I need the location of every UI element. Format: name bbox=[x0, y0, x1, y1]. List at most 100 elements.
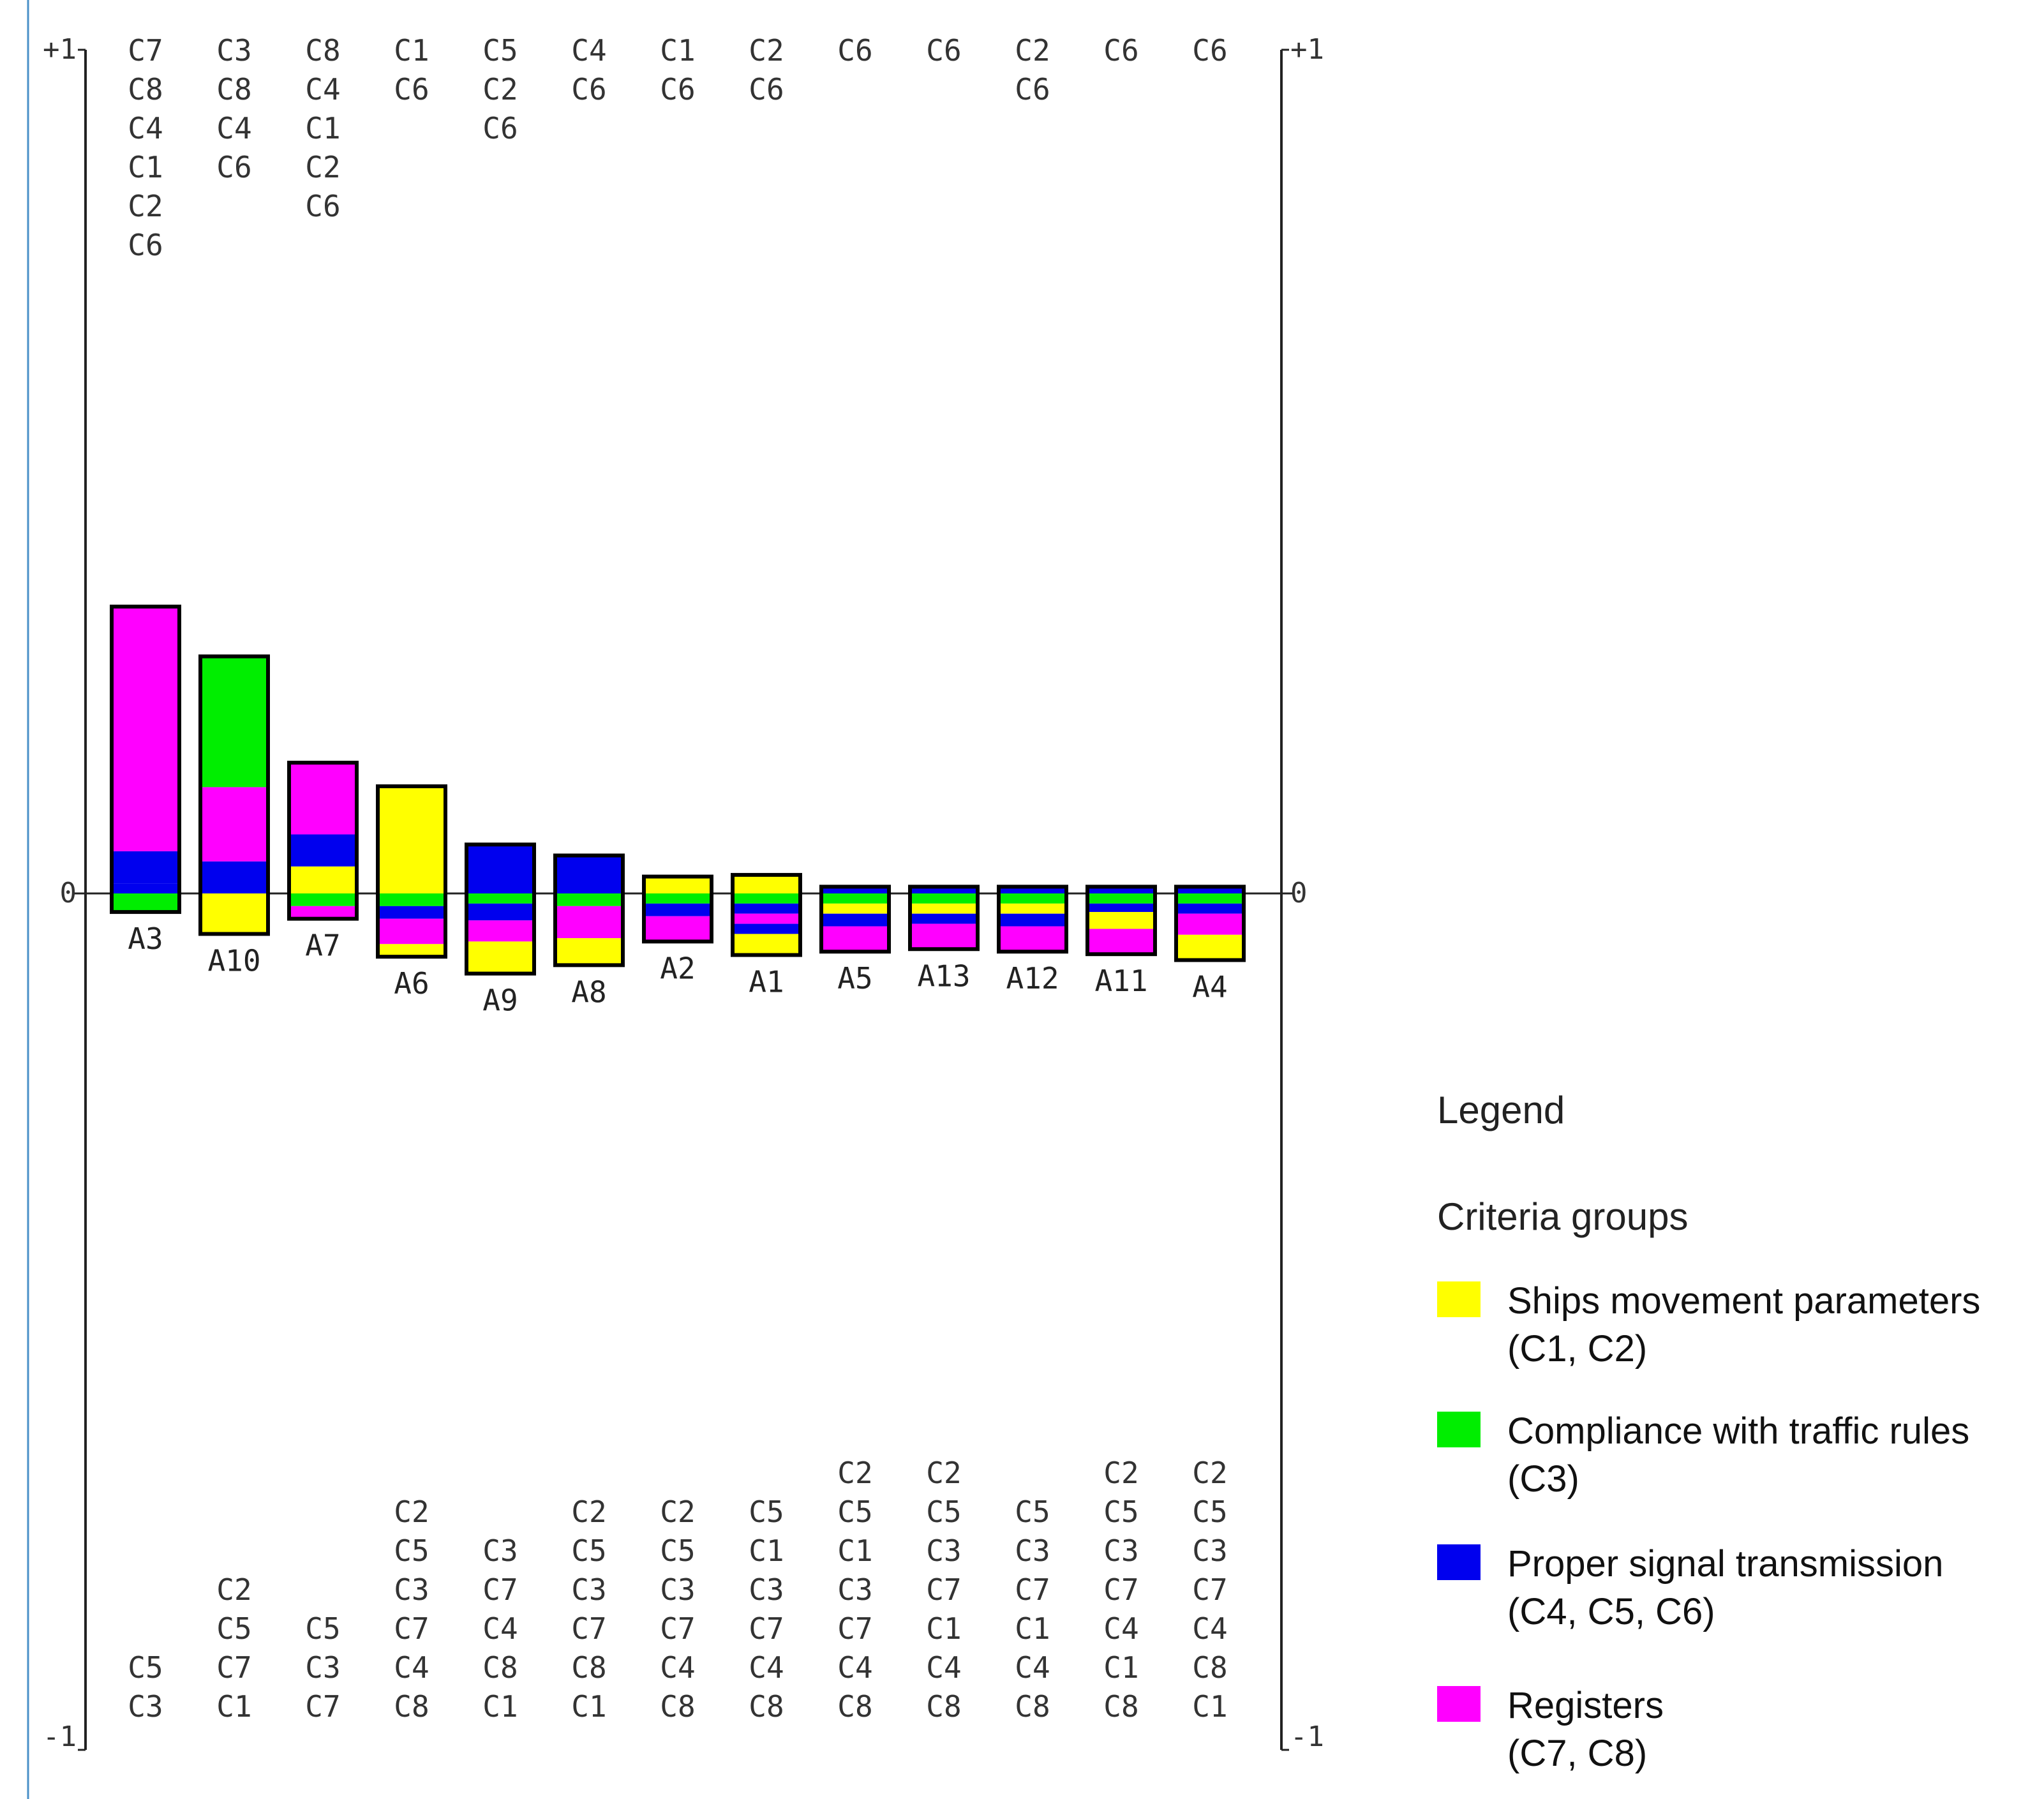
alternative-label: A7 bbox=[305, 929, 340, 963]
bar-segment-negative bbox=[733, 923, 800, 934]
bar-a9 bbox=[465, 842, 536, 976]
bar-a2 bbox=[642, 874, 713, 944]
negative-criterion-label: C4 bbox=[660, 1650, 695, 1685]
bar-outline bbox=[376, 784, 447, 959]
bar-outline bbox=[642, 874, 713, 944]
legend-group-name: Compliance with traffic rules bbox=[1507, 1410, 1969, 1452]
positive-criterion-label: C8 bbox=[216, 72, 251, 107]
positive-criterion-label: C8 bbox=[305, 33, 340, 68]
negative-criterion-label: C3 bbox=[482, 1534, 518, 1568]
bar-segment-negative bbox=[555, 906, 623, 939]
bar-outline bbox=[465, 842, 536, 976]
negative-criterion-label: C4 bbox=[394, 1650, 429, 1685]
legend-item-registers: Registers (C7, C8) bbox=[1437, 1685, 1664, 1774]
negative-criterion-label: C2 bbox=[1192, 1456, 1227, 1490]
positive-criterion-label: C1 bbox=[305, 111, 340, 146]
negative-criterion-label: C7 bbox=[1103, 1572, 1138, 1607]
bar-segment-positive bbox=[644, 876, 712, 893]
alternative-label: A6 bbox=[394, 966, 429, 1001]
negative-criterion-label: C2 bbox=[926, 1456, 961, 1490]
bar-segment-negative bbox=[821, 913, 889, 927]
bar-segment-negative bbox=[1087, 903, 1155, 913]
negative-criterion-label: C5 bbox=[837, 1495, 872, 1529]
negative-criterion-label: C2 bbox=[660, 1495, 695, 1529]
bar-segment-positive bbox=[378, 786, 445, 893]
positive-criterion-label: C6 bbox=[749, 72, 784, 107]
negative-criterion-label: C7 bbox=[660, 1611, 695, 1646]
legend-item-movement: Ships movement parameters (C1, C2) bbox=[1437, 1280, 1980, 1370]
bar-segment-negative bbox=[1087, 929, 1155, 955]
positive-criterion-label: C6 bbox=[216, 150, 251, 184]
bar-a4 bbox=[1174, 885, 1246, 962]
bar-segment-positive bbox=[733, 874, 800, 893]
negative-criterion-label: C7 bbox=[926, 1572, 961, 1607]
negative-criterion-label: C5 bbox=[128, 1650, 163, 1685]
positive-criterion-label: C4 bbox=[128, 111, 163, 146]
bar-segment-positive bbox=[910, 886, 978, 893]
right-tick-label: 0 bbox=[1290, 877, 1308, 909]
bar-segment-negative bbox=[910, 923, 978, 950]
negative-criterion-label: C8 bbox=[482, 1650, 518, 1685]
negative-criterion-label: C7 bbox=[482, 1572, 518, 1607]
negative-criterion-label: C8 bbox=[1192, 1650, 1227, 1685]
negative-criterion-label: C1 bbox=[1015, 1611, 1050, 1646]
positive-criterion-label: C6 bbox=[926, 33, 961, 68]
alternative-label: A12 bbox=[1006, 961, 1059, 996]
negative-criterion-label: C8 bbox=[837, 1689, 872, 1724]
negative-criterion-label: C7 bbox=[216, 1650, 251, 1685]
negative-criterion-label: C3 bbox=[394, 1572, 429, 1607]
bar-segment-negative bbox=[200, 893, 268, 934]
negative-criterion-label: C7 bbox=[749, 1611, 784, 1646]
negative-criterion-label: C4 bbox=[1192, 1611, 1227, 1646]
positive-criterion-label: C4 bbox=[571, 33, 606, 68]
negative-criterion-label: C8 bbox=[1103, 1689, 1138, 1724]
legend-group-name: Ships movement parameters bbox=[1507, 1280, 1980, 1322]
bar-outline bbox=[731, 872, 802, 957]
legend: Legend Criteria groups Ships movement para… bbox=[1437, 1089, 1980, 1774]
bar-outline bbox=[997, 885, 1068, 954]
positive-criterion-label: C8 bbox=[128, 72, 163, 107]
bar-outline bbox=[198, 654, 270, 936]
bar-segment-negative bbox=[733, 934, 800, 955]
bar-outline bbox=[553, 853, 625, 967]
negative-criterion-label: C2 bbox=[837, 1456, 872, 1490]
negative-criterion-label: C7 bbox=[1015, 1572, 1050, 1607]
negative-criterion-label: C8 bbox=[1015, 1689, 1050, 1724]
legend-group-name: Proper signal transmission bbox=[1507, 1543, 1943, 1585]
bar-segment-negative bbox=[378, 918, 445, 944]
bar-segment-negative bbox=[1087, 912, 1155, 929]
legend-subtitle: Criteria groups bbox=[1437, 1195, 1689, 1238]
negative-criterion-label: C7 bbox=[571, 1611, 606, 1646]
legend-title: Legend bbox=[1437, 1089, 1565, 1131]
negative-criterion-label: C2 bbox=[1103, 1456, 1138, 1490]
bar-outline bbox=[1174, 885, 1246, 962]
negative-criterion-label: C3 bbox=[128, 1689, 163, 1724]
bar-outline bbox=[908, 885, 980, 952]
bar-a8 bbox=[553, 853, 625, 967]
bar-segment-negative bbox=[378, 906, 445, 919]
negative-criterion-label: C1 bbox=[571, 1689, 606, 1724]
positive-criterion-label: C6 bbox=[1192, 33, 1227, 68]
negative-criterion-label: C5 bbox=[394, 1534, 429, 1568]
positive-criterion-label: C6 bbox=[305, 189, 340, 223]
positive-criterion-label: C2 bbox=[482, 72, 518, 107]
bar-segment-positive bbox=[112, 883, 179, 893]
negative-criterion-label: C2 bbox=[216, 1572, 251, 1607]
legend-group-criteria: (C3) bbox=[1507, 1458, 1579, 1500]
negative-criterion-label: C5 bbox=[571, 1534, 606, 1568]
bar-segment-positive bbox=[112, 851, 179, 884]
positive-criterion-label: C2 bbox=[1015, 33, 1050, 68]
positive-criterion-label: C6 bbox=[571, 72, 606, 107]
alternative-label: A5 bbox=[837, 961, 872, 996]
left-tick-label: 0 bbox=[60, 877, 77, 909]
negative-criterion-label: C8 bbox=[749, 1689, 784, 1724]
alternative-label: A13 bbox=[917, 959, 970, 993]
bar-segment-negative bbox=[733, 913, 800, 924]
positive-criterion-label: C6 bbox=[394, 72, 429, 107]
negative-criterion-label: C1 bbox=[837, 1534, 872, 1568]
bar-segment-negative bbox=[555, 938, 623, 966]
bar-segment-negative bbox=[1176, 934, 1244, 960]
legend-group-criteria: (C1, C2) bbox=[1507, 1328, 1647, 1370]
bar-a1 bbox=[731, 872, 802, 957]
positive-criterion-label: C3 bbox=[216, 33, 251, 68]
